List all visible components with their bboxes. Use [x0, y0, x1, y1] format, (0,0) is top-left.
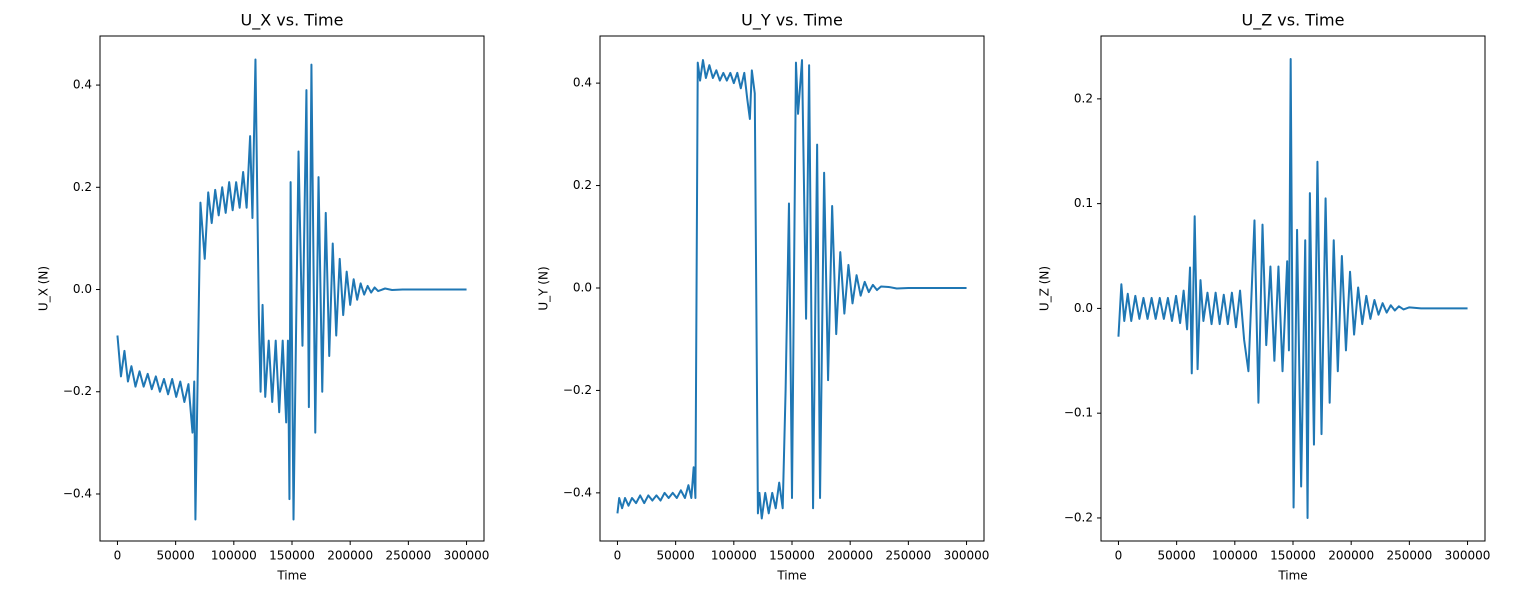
x-tick-label: 200000	[827, 549, 873, 563]
x-tick-label: 300000	[1445, 549, 1491, 563]
x-tick-label: 100000	[211, 549, 257, 563]
y-tick-label: 0.0	[73, 282, 92, 296]
y-tick-label: −0.1	[1064, 406, 1093, 420]
y-tick-label: 0.2	[1074, 91, 1093, 105]
y-axis-label: U_Y (N)	[537, 266, 551, 310]
x-tick-label: 50000	[657, 549, 695, 563]
x-axis-label: Time	[776, 569, 806, 583]
line	[116, 58, 467, 521]
line	[616, 59, 967, 520]
y-tick-label: 0.4	[573, 76, 592, 90]
y-tick-label: 0.2	[73, 180, 92, 194]
y-axis-label: U_X (N)	[37, 266, 51, 311]
x-tick-label: 0	[1115, 549, 1123, 563]
y-tick-label: −0.2	[563, 383, 592, 397]
y-tick-label: 0.0	[573, 280, 592, 294]
chart-title: U_Y vs. Time	[741, 11, 843, 31]
x-tick-label: 150000	[769, 549, 815, 563]
y-tick-label: −0.2	[1064, 510, 1093, 524]
y-tick-label: 0.1	[1074, 196, 1093, 210]
x-axis-label: Time	[1277, 569, 1307, 583]
y-tick-label: −0.4	[63, 486, 92, 500]
x-tick-label: 250000	[385, 549, 431, 563]
x-tick-label: 300000	[444, 549, 490, 563]
x-tick-label: 100000	[1212, 549, 1258, 563]
x-tick-label: 50000	[157, 549, 195, 563]
x-tick-label: 0	[114, 549, 122, 563]
x-tick-label: 50000	[1158, 549, 1196, 563]
x-axis-label: Time	[276, 569, 306, 583]
y-tick-label: −0.4	[563, 485, 592, 499]
chart-title: U_Z vs. Time	[1242, 11, 1345, 31]
x-tick-label: 200000	[1328, 549, 1374, 563]
y-tick-label: 0.2	[573, 178, 592, 192]
y-tick-label: 0.0	[1074, 301, 1093, 315]
line	[1117, 58, 1468, 519]
y-tick-label: −0.2	[63, 384, 92, 398]
y-axis-label: U_Z (N)	[1038, 266, 1052, 311]
x-tick-label: 300000	[944, 549, 990, 563]
x-tick-label: 150000	[269, 549, 315, 563]
axes-frame	[1100, 35, 1486, 542]
x-tick-label: 250000	[1386, 549, 1432, 563]
x-tick-label: 100000	[711, 549, 757, 563]
x-tick-label: 250000	[885, 549, 931, 563]
x-tick-label: 150000	[1270, 549, 1316, 563]
axes-frame	[99, 35, 485, 542]
y-tick-label: 0.4	[73, 78, 92, 92]
x-tick-label: 0	[614, 549, 622, 563]
axes-frame	[599, 35, 985, 542]
chart-title: U_X vs. Time	[241, 11, 344, 31]
x-tick-label: 200000	[327, 549, 373, 563]
